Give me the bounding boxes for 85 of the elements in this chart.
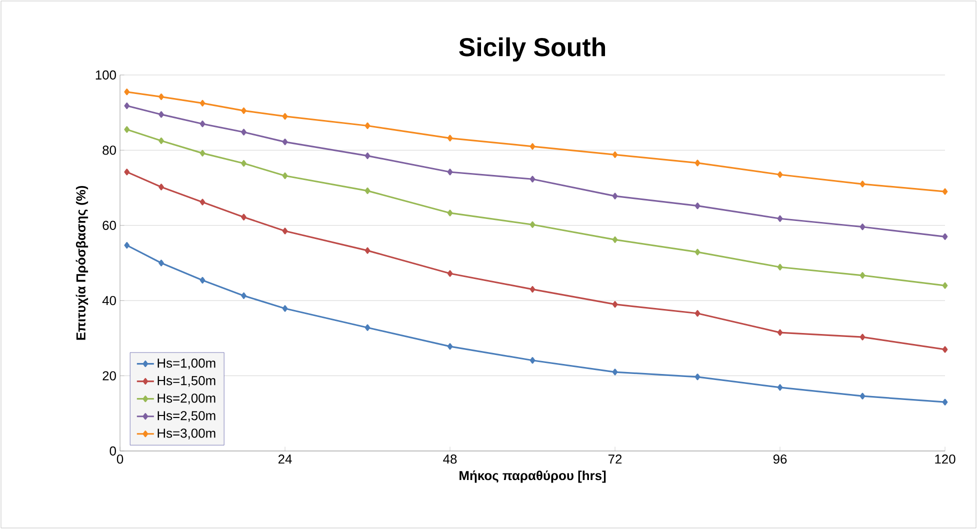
point	[694, 374, 700, 380]
y-tick-label: 40	[102, 296, 116, 306]
y-tick-label: 80	[102, 146, 116, 155]
point	[364, 152, 370, 160]
legend-label: Hs=2,00m	[158, 394, 216, 404]
x-tick-label: 0	[116, 454, 124, 464]
point	[364, 324, 370, 331]
point	[777, 215, 783, 222]
point	[942, 233, 948, 240]
point	[364, 122, 370, 130]
x-tick-label: 24	[278, 454, 292, 464]
point	[447, 134, 453, 142]
y-axis-title: Επιτυχία Πρόσβασης (%)	[76, 186, 88, 340]
point	[694, 248, 700, 256]
point	[282, 113, 288, 120]
point	[447, 168, 453, 176]
point	[942, 398, 948, 406]
x-tick-label: 72	[608, 454, 622, 464]
y-tick-label: 60	[102, 220, 116, 230]
point	[158, 93, 164, 100]
point	[612, 151, 618, 158]
point	[530, 176, 536, 182]
legend-label: Hs=1,50m	[158, 376, 216, 387]
point	[777, 264, 783, 270]
point	[158, 137, 164, 144]
point	[200, 100, 206, 106]
point	[124, 168, 130, 176]
point	[241, 128, 246, 136]
point	[612, 236, 618, 243]
point	[124, 242, 130, 249]
point	[694, 202, 700, 210]
point	[158, 184, 164, 190]
point	[200, 276, 206, 284]
point	[447, 270, 453, 277]
point	[241, 107, 246, 114]
point	[158, 260, 164, 266]
x-tick-label: 96	[773, 454, 787, 464]
point	[447, 210, 453, 216]
point	[241, 160, 246, 167]
point	[282, 305, 288, 312]
point	[124, 126, 130, 133]
point	[200, 120, 206, 128]
point	[530, 143, 536, 150]
point	[530, 357, 536, 364]
point	[777, 329, 783, 336]
point	[282, 138, 288, 146]
y-tick-label: 0	[110, 446, 116, 456]
point	[200, 198, 206, 206]
y-tick-label: 100	[96, 70, 116, 80]
legend-label: Hs=2,50m	[158, 411, 216, 422]
point	[694, 160, 700, 166]
point	[860, 272, 866, 279]
x-axis-title: Μήκος παραθύρου [hrs]	[460, 470, 606, 483]
point	[364, 247, 370, 254]
point	[860, 224, 866, 230]
point	[942, 282, 948, 289]
point	[282, 172, 288, 180]
point	[860, 180, 866, 188]
point	[200, 150, 206, 156]
legend-label: Hs=1,00m	[158, 358, 216, 370]
point	[860, 392, 866, 400]
point	[942, 188, 948, 195]
point	[241, 214, 246, 220]
point	[447, 343, 453, 350]
chart-title: Sicily South	[459, 37, 606, 62]
point	[860, 334, 866, 340]
point	[777, 171, 783, 178]
x-tick-label: 120	[935, 454, 956, 464]
point	[364, 187, 370, 194]
point	[124, 102, 130, 110]
point	[241, 292, 246, 299]
point	[612, 368, 618, 376]
point	[282, 228, 288, 234]
point	[694, 310, 700, 317]
point	[530, 286, 536, 293]
point	[942, 346, 948, 353]
point	[612, 301, 618, 308]
point	[530, 221, 536, 228]
legend-label: Hs=3,00m	[158, 428, 216, 440]
point	[777, 384, 783, 391]
y-tick-label: 20	[102, 371, 116, 380]
point	[158, 111, 164, 118]
x-tick-label: 48	[443, 454, 457, 464]
point	[612, 192, 618, 200]
point	[124, 88, 130, 96]
